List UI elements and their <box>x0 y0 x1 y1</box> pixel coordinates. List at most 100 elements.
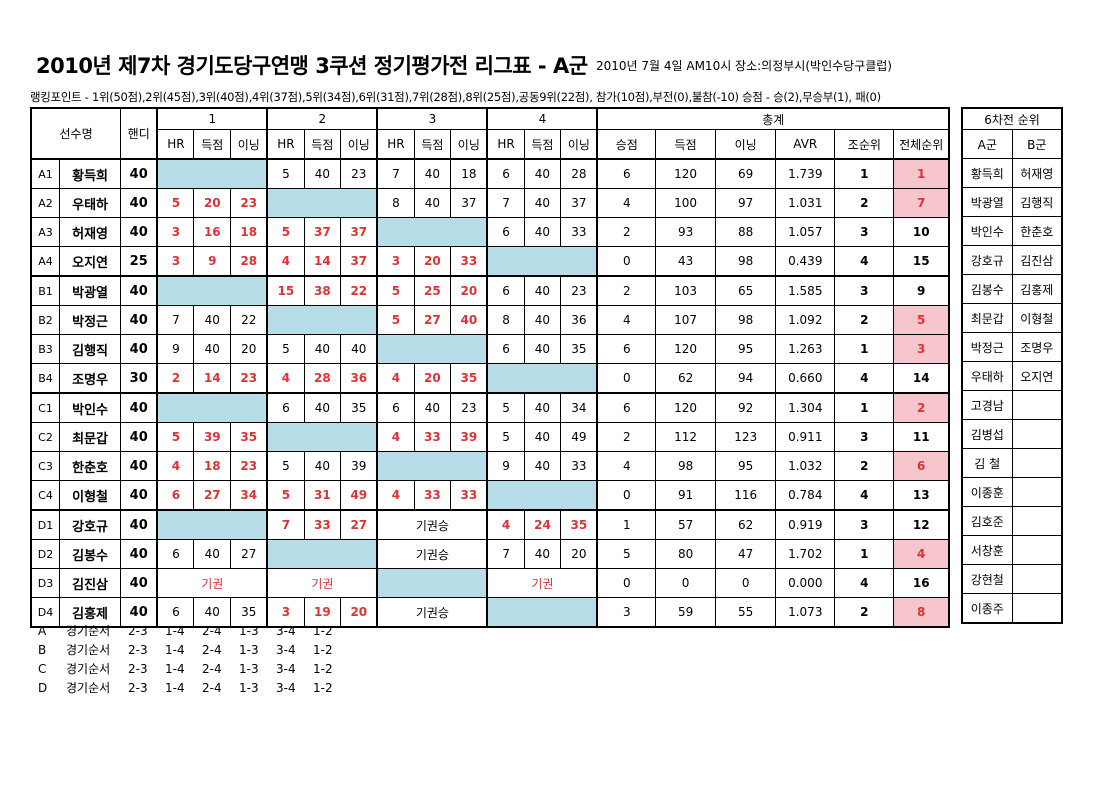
total-score-cell: 62 <box>655 363 717 394</box>
hr-cell: 5 <box>266 158 305 189</box>
group-rank-cell: 3 <box>834 217 895 247</box>
hr-cell: 15 <box>266 275 305 306</box>
rank-name <box>1011 390 1063 420</box>
total-subheader: 이닝 <box>715 129 777 160</box>
inning-cell: 23 <box>230 188 268 218</box>
player-handicap: 40 <box>120 188 158 218</box>
forfeit-cell: 기권승 <box>376 509 488 540</box>
player-code: D2 <box>30 539 61 569</box>
score-cell: 28 <box>303 363 342 394</box>
match-pair: 2-3 <box>128 681 148 695</box>
match-order-line: B 경기순서 2-3 1-4 2-4 1-3 3-4 1-2 <box>38 641 350 660</box>
inning-cell: 22 <box>230 305 268 335</box>
group-rank-cell: 2 <box>834 451 895 481</box>
forfeit-cell: 기권 <box>486 568 598 598</box>
hr-cell: 3 <box>156 217 195 247</box>
average-cell: 0.919 <box>775 509 836 540</box>
table-row: A1 황득희 40 5 40 23 7 40 18 6 40 28 6 120 69 1.739 1 1 <box>30 158 950 189</box>
inning-cell: 23 <box>450 392 488 423</box>
points-cell: 2 <box>596 217 657 247</box>
inning-cell: 35 <box>340 392 378 423</box>
score-cell: 40 <box>523 539 562 569</box>
inning-cell: 37 <box>450 188 488 218</box>
order-label: 경기순서 <box>66 681 111 695</box>
inning-cell: 22 <box>340 275 378 306</box>
rank-name: 고경남 <box>961 390 1013 420</box>
round-4-score-header: 득점 <box>523 129 562 160</box>
hr-cell: 4 <box>376 422 415 452</box>
self-match-cell <box>266 539 378 569</box>
total-header: 총계 <box>596 107 950 130</box>
player-code: B4 <box>30 363 61 394</box>
match-pair: 3-4 <box>276 662 296 676</box>
rank-name <box>1011 506 1063 536</box>
overall-rank-cell: 13 <box>893 480 950 511</box>
total-inning-cell: 0 <box>715 568 777 598</box>
self-match-cell <box>486 246 598 277</box>
score-cell: 24 <box>523 509 562 540</box>
table-row: B4 조명우 30 2 14 23 4 28 36 4 20 35 0 62 94 0.660 4 14 <box>30 363 950 394</box>
average-cell: 1.739 <box>775 158 836 189</box>
score-cell: 14 <box>303 246 342 277</box>
inning-cell: 23 <box>230 451 268 481</box>
hr-cell: 5 <box>156 422 195 452</box>
rank-name: 강현철 <box>961 564 1013 594</box>
total-inning-cell: 116 <box>715 480 777 511</box>
rank-name <box>1011 419 1063 449</box>
total-subheader: 조순위 <box>834 129 895 160</box>
player-name: 김행직 <box>59 334 122 364</box>
inning-cell: 33 <box>560 217 598 247</box>
rank-col-a: A군 <box>961 129 1013 159</box>
hr-cell: 4 <box>376 480 415 511</box>
score-cell: 40 <box>303 451 342 481</box>
group-rank-cell: 1 <box>834 392 895 423</box>
player-name: 박광열 <box>59 275 122 306</box>
rank-name: 한춘호 <box>1011 216 1063 246</box>
hr-cell: 7 <box>486 539 525 569</box>
match-pair: 1-4 <box>165 681 185 695</box>
score-cell: 38 <box>303 275 342 306</box>
match-pair: 1-3 <box>239 643 259 657</box>
round-1-inning-header: 이닝 <box>230 129 268 160</box>
total-score-cell: 107 <box>655 305 717 335</box>
player-code: D4 <box>30 597 61 628</box>
inning-cell: 28 <box>560 158 598 189</box>
rank-name: 김병섭 <box>961 419 1013 449</box>
score-cell: 31 <box>303 480 342 511</box>
forfeit-cell: 기권승 <box>376 539 488 569</box>
score-cell: 40 <box>523 188 562 218</box>
points-cell: 0 <box>596 246 657 277</box>
rank-name <box>1011 448 1063 478</box>
round-2-header: 2 <box>266 107 378 130</box>
score-cell: 37 <box>303 217 342 247</box>
overall-rank-cell: 14 <box>893 363 950 394</box>
round-4-hr-header: HR <box>486 129 525 160</box>
group-rank-cell: 1 <box>834 539 895 569</box>
points-cell: 4 <box>596 188 657 218</box>
points-cell: 6 <box>596 392 657 423</box>
inning-cell: 20 <box>230 334 268 364</box>
round-3-header: 3 <box>376 107 488 130</box>
points-cell: 2 <box>596 275 657 306</box>
inning-cell: 27 <box>340 509 378 540</box>
hr-cell: 6 <box>156 597 195 628</box>
score-cell: 20 <box>413 363 452 394</box>
inning-cell: 40 <box>340 334 378 364</box>
round-1-score-header: 득점 <box>193 129 232 160</box>
order-label: 경기순서 <box>66 662 111 676</box>
player-code: C4 <box>30 480 61 511</box>
inning-cell: 23 <box>560 275 598 306</box>
player-handicap: 40 <box>120 568 158 598</box>
total-inning-cell: 88 <box>715 217 777 247</box>
player-handicap: 40 <box>120 334 158 364</box>
rank-name: 김행직 <box>1011 187 1063 217</box>
group-rank-cell: 3 <box>834 422 895 452</box>
inning-cell: 33 <box>450 480 488 511</box>
hr-cell: 4 <box>486 509 525 540</box>
rank-name: 이종훈 <box>961 477 1013 507</box>
score-cell: 39 <box>193 422 232 452</box>
hr-cell: 9 <box>156 334 195 364</box>
player-handicap: 40 <box>120 480 158 511</box>
player-code: A1 <box>30 158 61 189</box>
inning-cell: 39 <box>340 451 378 481</box>
